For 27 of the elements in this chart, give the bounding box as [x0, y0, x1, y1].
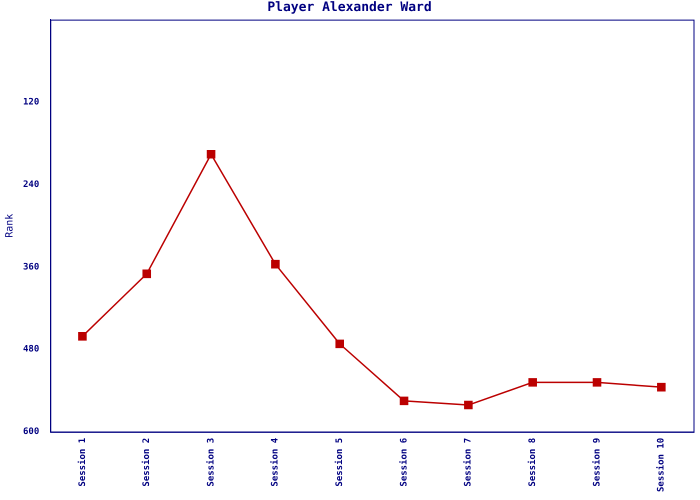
point — [335, 340, 344, 348]
x-tick-label: Session 7 — [462, 438, 474, 487]
point — [528, 378, 537, 387]
x-tick-label: Session 6 — [398, 438, 410, 487]
point — [271, 260, 280, 268]
point — [592, 378, 602, 387]
y-axis-title: Rank — [4, 214, 16, 238]
x-tick-label: Session 5 — [334, 438, 346, 487]
y-tick-label: 360 — [22, 262, 40, 272]
y-tick-label: 120 — [22, 97, 40, 108]
point — [464, 400, 473, 410]
x-tick-label: Session 2 — [141, 438, 152, 487]
point — [400, 396, 408, 406]
x-tick-label: Session 8 — [527, 438, 538, 487]
x-tick-label: Session 10 — [656, 438, 667, 492]
y-tick-label: 480 — [22, 344, 40, 355]
y-tick-label: 240 — [22, 180, 40, 190]
chart-title: Player Alexander Ward — [267, 0, 432, 16]
y-tick-label: 600 — [22, 427, 40, 438]
point — [78, 332, 87, 341]
x-tick-label: Session 3 — [205, 438, 216, 487]
x-tick-label: Session 4 — [270, 437, 281, 487]
x-tick-label: Session 1 — [76, 438, 88, 487]
point — [657, 382, 666, 392]
point — [142, 270, 152, 278]
point — [206, 150, 216, 159]
x-tick-label: Session 9 — [591, 438, 602, 487]
